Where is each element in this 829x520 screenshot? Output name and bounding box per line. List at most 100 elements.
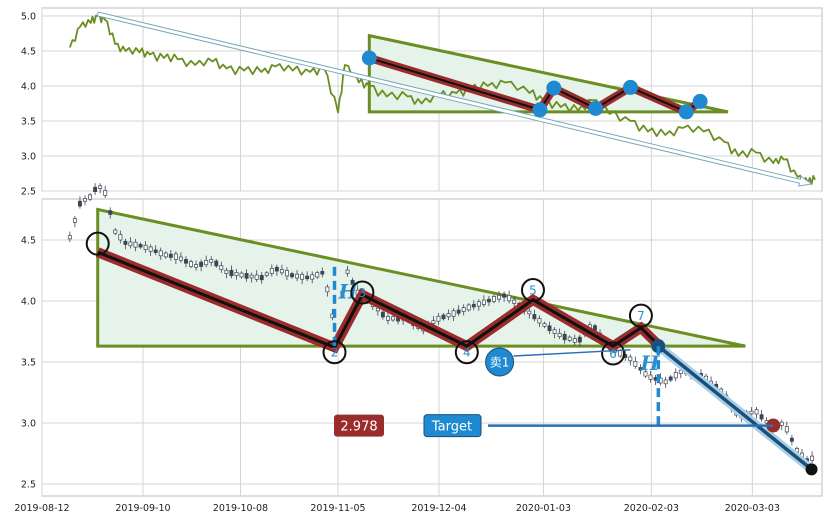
target-value-badge-bg: [334, 414, 384, 437]
sell-signal-label: 卖1: [490, 356, 510, 370]
detail-y-tick-label: 4.5: [21, 236, 36, 247]
overview-pivot-marker: [588, 100, 604, 116]
candle-body: [678, 369, 683, 374]
overview-pivot-marker: [692, 93, 708, 109]
candle-body: [234, 272, 239, 276]
candle-body: [618, 350, 623, 357]
candle-body: [749, 410, 754, 415]
candle-body: [502, 293, 507, 298]
target-value-badge: 2.978: [334, 414, 384, 437]
candle-body: [466, 304, 471, 311]
candle-body: [481, 299, 486, 305]
candle-body: [290, 273, 294, 278]
candle-body: [305, 275, 310, 280]
candle-body: [340, 290, 345, 297]
sell-signal-connector: [513, 349, 631, 357]
overview-pivot-marker: [361, 50, 377, 66]
pivot-circle-4: [454, 340, 479, 365]
candle-body: [153, 249, 158, 253]
overview-price-series: [69, 13, 816, 186]
overview-pivot-marker: [678, 104, 694, 120]
candle-body: [98, 185, 103, 189]
candle-body: [173, 253, 178, 260]
candle-body: [219, 265, 224, 270]
overview-triangle: [367, 33, 729, 114]
candle-body: [143, 244, 148, 250]
candle-body: [643, 371, 648, 377]
candle-body: [244, 273, 249, 279]
candle-body: [178, 256, 183, 261]
candle-body: [118, 234, 123, 241]
pivot-circle-2: [322, 340, 347, 365]
candle-body: [375, 307, 380, 312]
detail-x-tick-label: 2019-11-05: [310, 503, 365, 514]
candle-body: [577, 336, 582, 343]
candle-body: [628, 356, 633, 362]
candle-body: [668, 376, 673, 381]
candle-body: [128, 241, 133, 247]
candle-body: [345, 269, 350, 274]
detail-x-tick-label: 2019-12-04: [411, 503, 466, 514]
candle-body: [189, 261, 193, 267]
detail-x-tick-label: 2019-09-10: [115, 503, 170, 514]
detail-x-tick-label: 2019-10-08: [213, 503, 268, 514]
candle-body: [93, 186, 98, 192]
detail-zigzag-inner: [97, 250, 660, 350]
candle-body: [476, 301, 481, 307]
candle-body: [648, 374, 653, 380]
candle-body: [784, 426, 789, 433]
detail-sell-signal: 卖1: [485, 347, 631, 377]
overview-trend-arrow: [96, 11, 813, 187]
candle-body: [673, 372, 678, 379]
overview-y-tick-label: 3.0: [21, 152, 36, 163]
candle-body: [451, 310, 456, 317]
overview-y-tick-label: 4.5: [21, 47, 36, 58]
candle-body: [285, 270, 289, 277]
candle-body: [547, 325, 552, 332]
candle-body: [67, 235, 72, 240]
candle-body: [350, 279, 355, 285]
candle-body: [199, 261, 204, 267]
candle-body: [759, 414, 764, 420]
overview-y-tick-label: 5.0: [21, 12, 36, 23]
candle-body: [461, 307, 466, 312]
detail-x-tick-label: 2020-01-03: [516, 503, 571, 514]
pivot-circle-1: [85, 231, 110, 256]
candle-body: [269, 268, 274, 274]
pivot-circle-5: [520, 278, 545, 303]
overview-y-tick-label: 2.5: [21, 187, 36, 198]
candle-body: [512, 299, 517, 304]
detail-pivot-markers: 2 3 4 5 6 7: [85, 231, 653, 366]
overview-gridlines: [41, 8, 822, 192]
pivot-circle-6: [601, 341, 626, 366]
detail-x-tick-label: 2020-02-03: [624, 503, 679, 514]
target-label-badge-bg: [423, 414, 482, 438]
candle-body: [380, 311, 385, 318]
candle-body: [239, 272, 244, 278]
candle-body: [295, 273, 300, 279]
candle-body: [492, 296, 496, 302]
overview-trend-arrow-shape: [96, 11, 813, 187]
candle-body: [254, 274, 259, 280]
candle-body: [108, 210, 113, 215]
detail-breakout-line: [651, 339, 818, 476]
candle-body: [72, 218, 77, 223]
target-value-text: 2.978: [340, 420, 377, 435]
pivot-label-6: 6: [609, 347, 617, 361]
candle-body: [497, 294, 501, 300]
candle-body: [507, 294, 512, 302]
candle-body: [810, 455, 815, 461]
candle-body: [224, 269, 229, 274]
breakout-end-marker: [805, 463, 818, 476]
candle-body: [779, 421, 784, 426]
candle-body: [431, 320, 436, 324]
overview-price-line: [69, 13, 816, 186]
detail-x-tick-label: 2019-08-12: [14, 503, 69, 514]
height-label-2: H: [639, 351, 660, 375]
candle-body: [391, 316, 395, 321]
overview-triangle-shape: [367, 33, 729, 114]
overview-pattern-zigzag: [361, 50, 708, 120]
pivot-label-7: 7: [637, 309, 645, 323]
candle-body: [436, 315, 441, 322]
